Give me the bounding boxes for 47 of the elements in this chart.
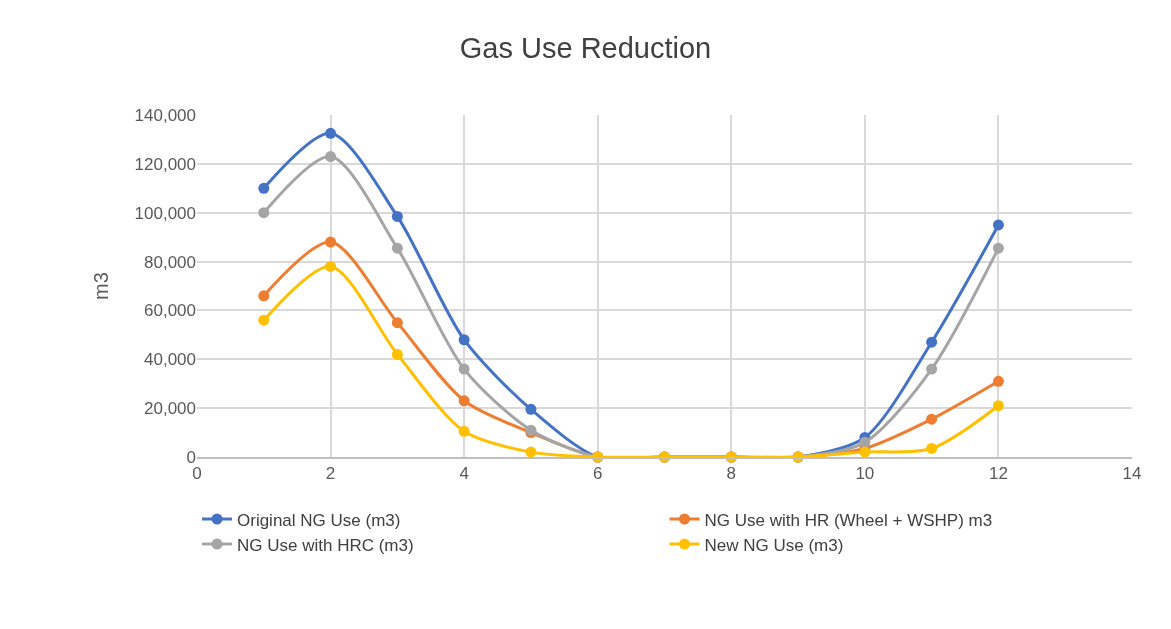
point: [325, 127, 337, 139]
point: [391, 348, 403, 360]
point: [992, 400, 1004, 412]
point: [258, 207, 270, 219]
point: [458, 425, 470, 437]
point: [458, 334, 470, 346]
legend-label: New NG Use (m3): [704, 535, 844, 555]
point: [391, 242, 403, 254]
y-tick-label: 140,000: [134, 105, 196, 125]
point: [926, 336, 938, 348]
x-tick-label: 14: [1122, 464, 1142, 484]
point: [926, 413, 938, 425]
point: [458, 395, 470, 407]
x-tick-label: 8: [726, 464, 737, 484]
point: [926, 363, 938, 375]
legend-label: NG Use with HR (Wheel + WSHP) m3: [704, 510, 993, 530]
x-tick-label: 4: [459, 464, 469, 484]
y-axis-title: m3: [90, 272, 113, 300]
point: [258, 290, 270, 302]
point: [926, 442, 938, 454]
point: [258, 314, 270, 326]
point: [325, 151, 337, 163]
point: [325, 236, 337, 248]
y-tick-label: 80,000: [144, 252, 196, 272]
point: [325, 260, 337, 272]
point: [992, 242, 1004, 254]
point: [525, 446, 537, 458]
x-tick-label: 6: [592, 464, 603, 484]
x-tick-label: 10: [855, 464, 875, 484]
x-tick-label: 12: [988, 464, 1008, 484]
point: [458, 363, 470, 375]
point: [391, 317, 403, 329]
point: [992, 219, 1004, 231]
y-tick-label: 20,000: [144, 399, 196, 419]
point: [391, 210, 403, 222]
point: [992, 375, 1004, 387]
y-tick-label: 0: [186, 447, 196, 467]
x-tick-label: 2: [325, 464, 336, 484]
y-tick-label: 120,000: [134, 154, 196, 174]
legend-label: NG Use with HRC (m3): [237, 535, 414, 555]
chart-title: Gas Use Reduction: [459, 32, 712, 65]
y-tick-label: 60,000: [144, 301, 196, 321]
legend-label: Original NG Use (m3): [237, 510, 401, 530]
point: [258, 182, 270, 194]
point: [525, 403, 537, 415]
y-tick-label: 40,000: [144, 350, 196, 370]
y-tick-label: 100,000: [134, 203, 196, 223]
